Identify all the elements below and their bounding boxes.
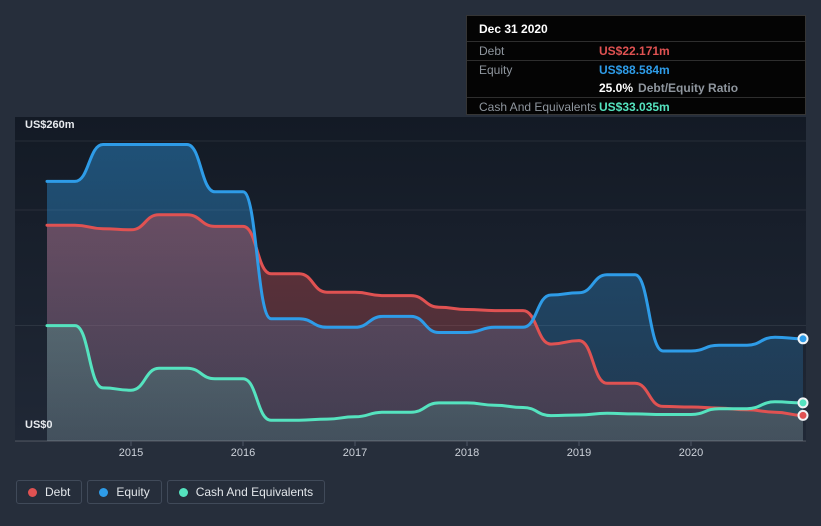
- x-axis-year-label: 2016: [230, 447, 256, 459]
- tooltip-ratio-row: 25.0% Debt/Equity Ratio: [467, 79, 805, 97]
- legend-item-equity[interactable]: Equity: [87, 480, 162, 504]
- chart-legend: Debt Equity Cash And Equivalents: [16, 480, 326, 504]
- tooltip-debt-value: US$22.171m: [599, 44, 670, 58]
- equity-dot-icon: [99, 487, 109, 497]
- debt-dot-icon: [28, 487, 37, 497]
- y-axis-min-label: US$0: [25, 419, 53, 431]
- tooltip-ratio-value: 25.0% Debt/Equity Ratio: [599, 81, 739, 95]
- tooltip-equity-value: US$88.584m: [599, 63, 670, 77]
- y-axis-max-label: US$260m: [25, 119, 75, 131]
- legend-item-cash[interactable]: Cash And Equivalents: [166, 480, 326, 504]
- tooltip-debt-row: Debt US$22.171m: [467, 42, 805, 60]
- chart-tooltip: Dec 31 2020 Debt US$22.171m Equity US$88…: [466, 15, 806, 115]
- x-axis-year-label: 2017: [342, 447, 368, 459]
- x-axis-year-label: 2020: [678, 447, 704, 459]
- tooltip-equity-label: Equity: [479, 63, 513, 77]
- x-axis-year-label: 2015: [118, 447, 144, 459]
- legend-debt-label: Debt: [45, 485, 71, 499]
- cash-dot-icon: [178, 487, 188, 497]
- x-axis-year-label: 2018: [454, 447, 480, 459]
- legend-equity-label: Equity: [116, 485, 150, 499]
- tooltip-cash-label: Cash And Equivalents: [479, 100, 597, 114]
- tooltip-equity-row: Equity US$88.584m: [467, 60, 805, 79]
- x-axis-year-label: 2019: [566, 447, 592, 459]
- legend-cash-label: Cash And Equivalents: [195, 485, 314, 499]
- tooltip-ratio-label: Debt/Equity Ratio: [638, 81, 739, 95]
- tooltip-cash-row: Cash And Equivalents US$33.035m: [467, 97, 805, 116]
- tooltip-debt-label: Debt: [479, 44, 505, 58]
- tooltip-date: Dec 31 2020: [467, 16, 805, 42]
- legend-item-debt[interactable]: Debt: [16, 480, 83, 504]
- tooltip-cash-value: US$33.035m: [599, 100, 670, 114]
